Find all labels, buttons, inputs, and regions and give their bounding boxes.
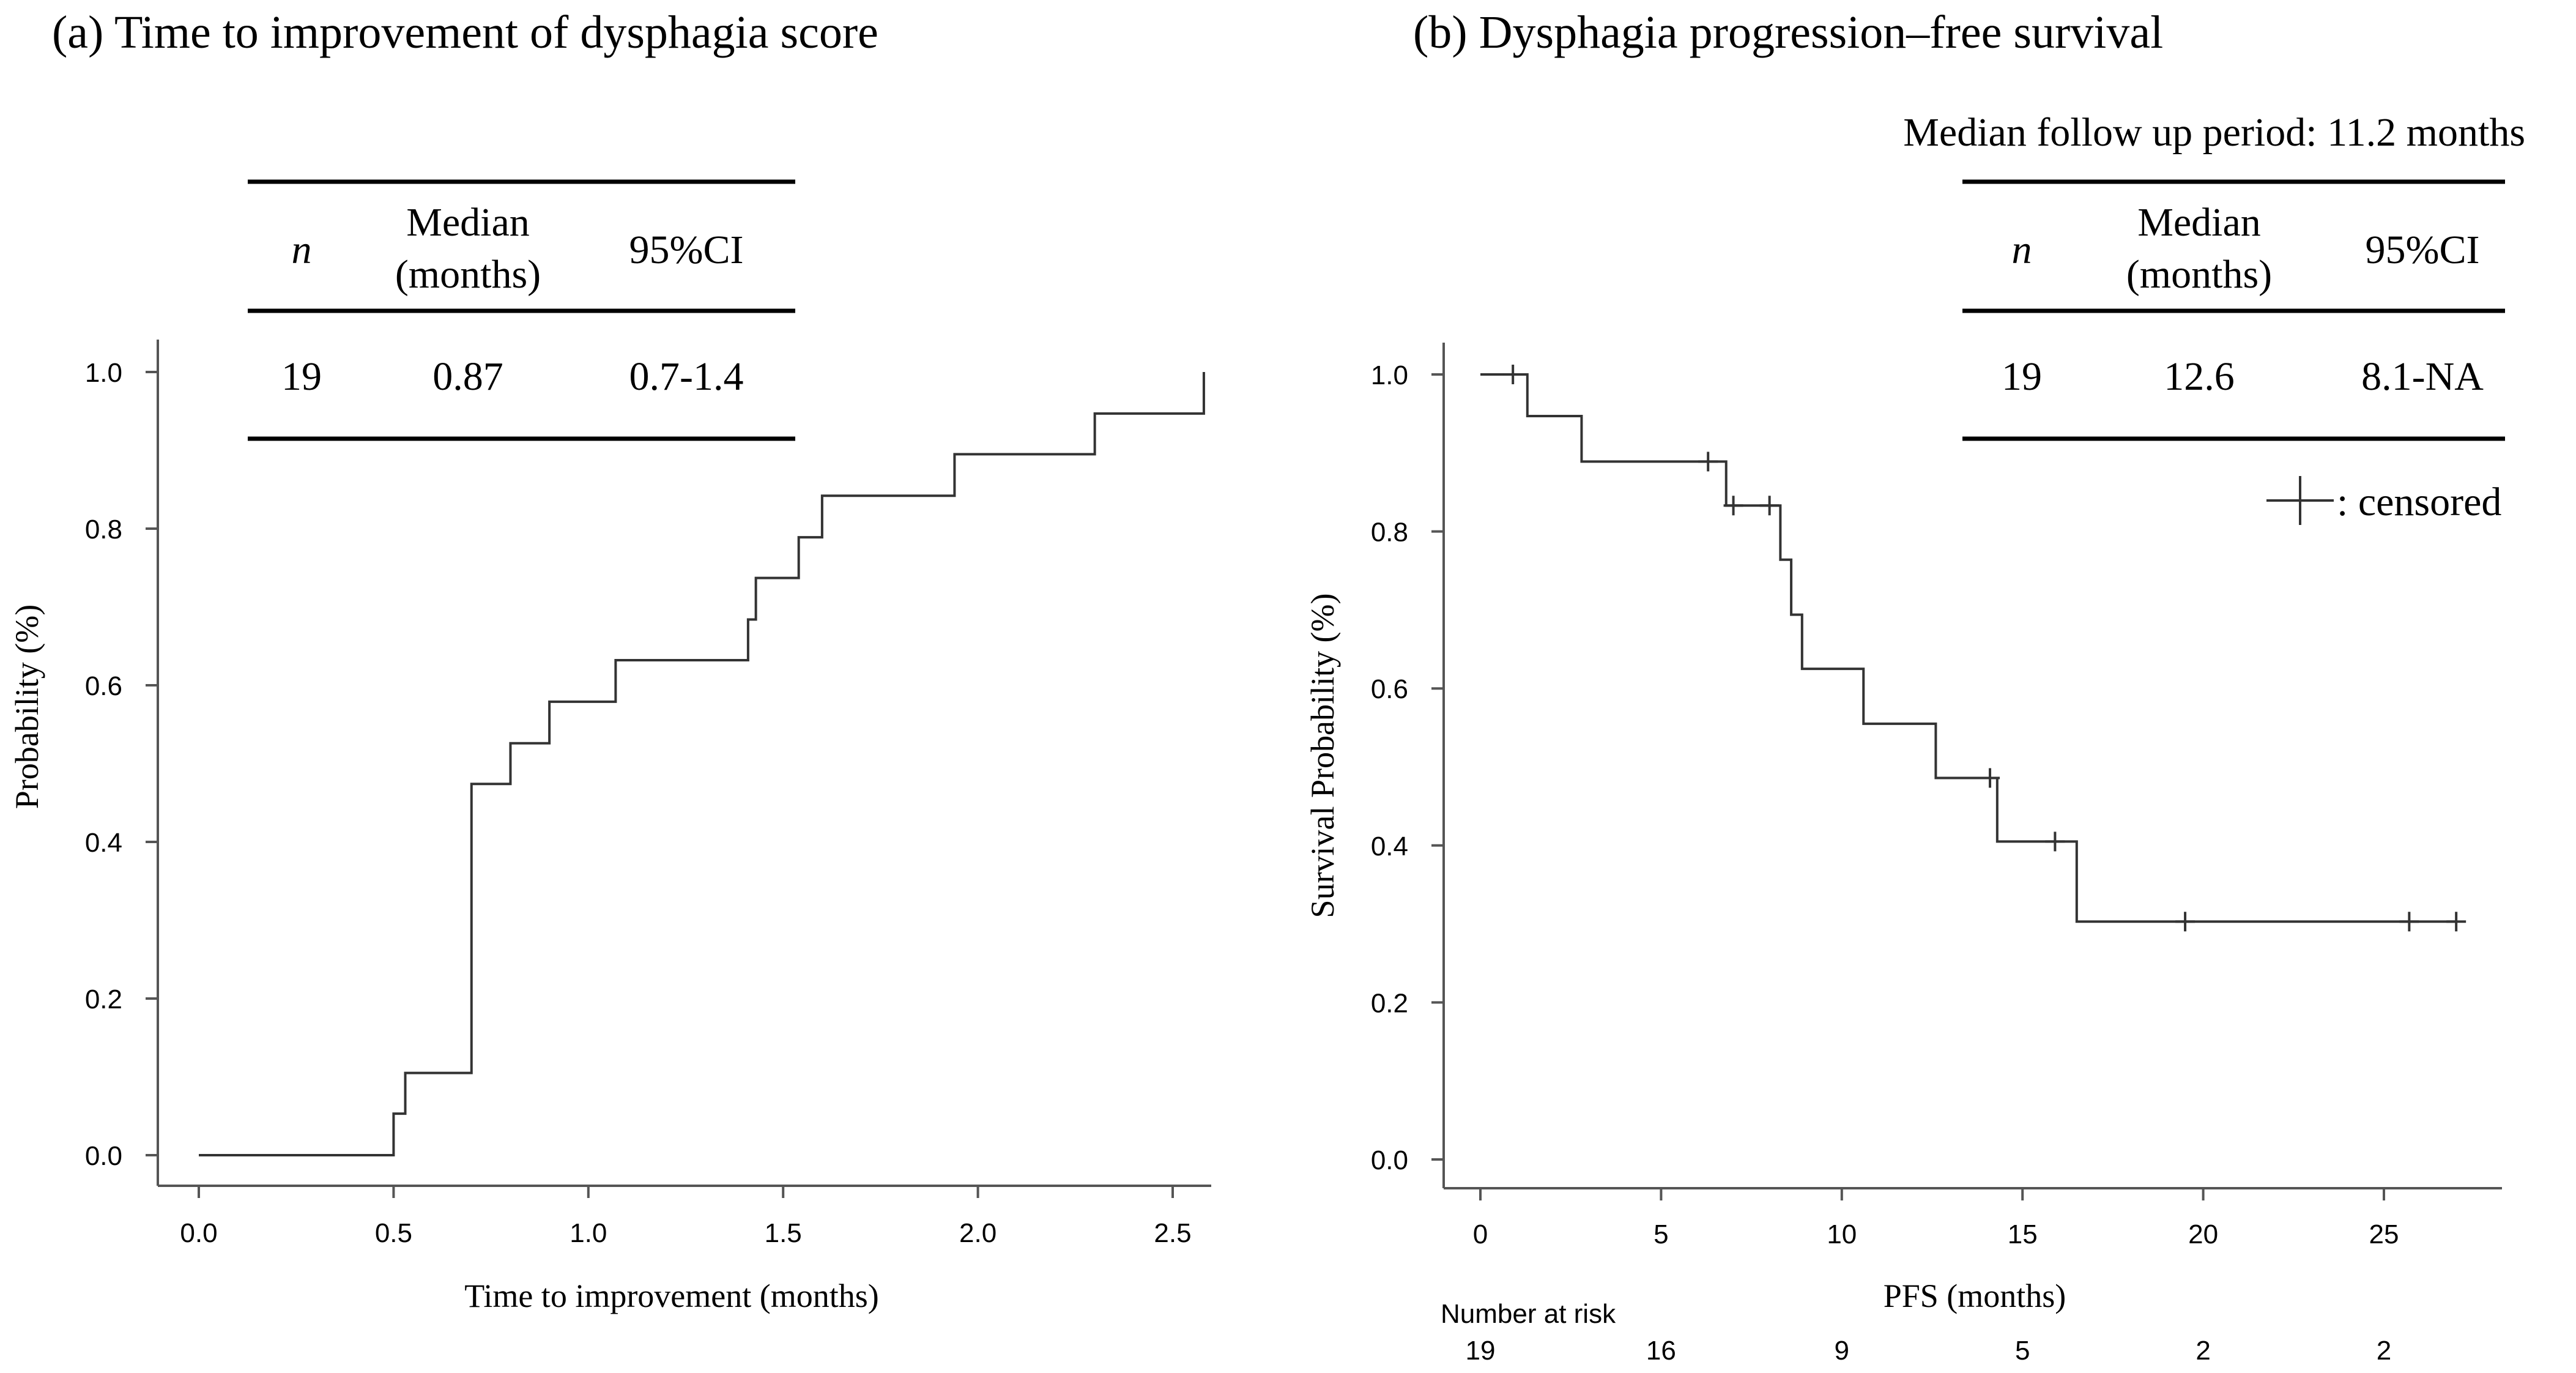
- table-a-header-median: Median: [406, 200, 530, 245]
- a-y-tick-label: 0.8: [85, 515, 122, 545]
- panel-b-summary-table: n Median (months) 95%CI 19 12.6 8.1-NA: [1962, 179, 2505, 441]
- table-b-header-ci: 95%CI: [2366, 228, 2480, 272]
- b-x-tick-label: 15: [2008, 1219, 2038, 1249]
- panel-a-y-ticks: 0.0 0.2 0.4 0.6 0.8 1.0: [85, 358, 158, 1171]
- b-x-tick-label: 25: [2369, 1219, 2399, 1249]
- panel-a-title: (a) Time to improvement of dysphagia sco…: [52, 7, 878, 58]
- a-y-tick-label: 0.2: [85, 984, 122, 1014]
- number-at-risk-value: 9: [1835, 1336, 1849, 1366]
- a-x-tick-label: 1.5: [765, 1218, 802, 1248]
- table-b-cell-ci: 8.1-NA: [2361, 354, 2484, 399]
- a-y-tick-label: 1.0: [85, 358, 122, 388]
- a-y-tick-label: 0.6: [85, 671, 122, 701]
- panel-a-km-curve: [199, 372, 1205, 1156]
- a-x-tick-label: 1.0: [570, 1218, 607, 1248]
- table-b-header-median: Median: [2137, 200, 2261, 245]
- table-b-cell-n: 19: [2002, 354, 2042, 399]
- number-at-risk-value: 2: [2196, 1336, 2210, 1366]
- b-y-tick-label: 0.8: [1371, 518, 1408, 548]
- panel-a-y-label: Probability (%): [9, 605, 45, 809]
- panel-a-summary-table: n Median (months) 95%CI 19 0.87 0.7-1.4: [248, 179, 795, 441]
- table-a-cell-ci: 0.7-1.4: [629, 354, 744, 399]
- number-at-risk-value: 16: [1646, 1336, 1676, 1366]
- a-y-tick-label: 0.4: [85, 828, 122, 858]
- panel-b-y-ticks: 0.0 0.2 0.4 0.6 0.8 1.0: [1371, 360, 1444, 1175]
- table-a-cell-n: 19: [281, 354, 322, 399]
- number-at-risk-value: 5: [2015, 1336, 2030, 1366]
- table-b-header-n: n: [2012, 228, 2032, 272]
- b-x-tick-label: 10: [1827, 1219, 1857, 1249]
- a-y-tick-label: 0.0: [85, 1141, 122, 1171]
- table-a-cell-median: 0.87: [432, 354, 503, 399]
- panel-b-x-label: PFS (months): [1884, 1278, 2066, 1314]
- table-a-header-median-unit: (months): [395, 252, 541, 297]
- number-at-risk-row: 19 16 9 5 2 2: [1466, 1336, 2392, 1366]
- panel-b-legend: : censored: [2266, 476, 2501, 525]
- b-y-tick-label: 0.0: [1371, 1145, 1408, 1175]
- b-y-tick-label: 0.4: [1371, 832, 1408, 861]
- number-at-risk-value: 2: [2377, 1336, 2391, 1366]
- legend-censored-label: : censored: [2337, 480, 2501, 524]
- panel-b: (b) Dysphagia progression–free survival …: [1304, 7, 2525, 1366]
- number-at-risk-label: Number at risk: [1441, 1299, 1616, 1329]
- panel-b-y-label: Survival Probability (%): [1304, 593, 1341, 918]
- table-a-header-n: n: [292, 228, 312, 272]
- b-x-tick-label: 20: [2188, 1219, 2218, 1249]
- a-x-tick-label: 2.0: [959, 1218, 997, 1248]
- b-y-tick-label: 0.6: [1371, 674, 1408, 704]
- a-x-tick-label: 2.5: [1154, 1218, 1191, 1248]
- panel-b-km-curve: [1480, 373, 2457, 923]
- b-x-tick-label: 0: [1473, 1219, 1488, 1249]
- a-x-tick-label: 0.0: [180, 1218, 217, 1248]
- panel-a-x-label: Time to improvement (months): [464, 1278, 878, 1314]
- b-x-tick-label: 5: [1654, 1219, 1668, 1249]
- b-y-tick-label: 0.2: [1371, 988, 1408, 1018]
- table-b-header-median-unit: (months): [2126, 252, 2272, 297]
- panel-b-title: (b) Dysphagia progression–free survival: [1413, 7, 2163, 58]
- panel-b-x-ticks: 0 5 10 15 20 25: [1473, 1188, 2399, 1249]
- panel-a-x-ticks: 0.0 0.5 1.0 1.5 2.0 2.5: [180, 1186, 1192, 1248]
- panel-a: (a) Time to improvement of dysphagia sco…: [9, 7, 1211, 1314]
- panel-b-censor-marks: [1503, 365, 2467, 932]
- b-y-tick-label: 1.0: [1371, 360, 1408, 390]
- panel-b-subtitle: Median follow up period: 11.2 months: [1903, 110, 2525, 155]
- number-at-risk-value: 19: [1466, 1336, 1496, 1366]
- a-x-tick-label: 0.5: [375, 1218, 412, 1248]
- table-b-cell-median: 12.6: [2164, 354, 2235, 399]
- table-a-header-ci: 95%CI: [629, 228, 744, 272]
